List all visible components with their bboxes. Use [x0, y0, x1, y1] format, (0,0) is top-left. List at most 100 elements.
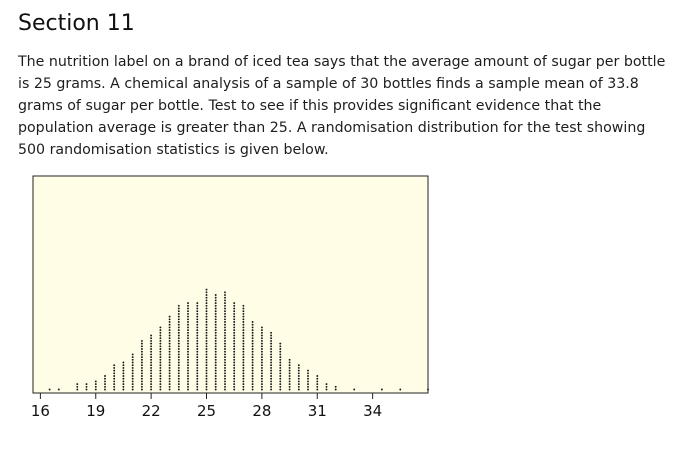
dot — [187, 350, 189, 353]
dot — [270, 375, 273, 377]
dot — [214, 348, 217, 350]
dot — [307, 375, 309, 377]
dot — [214, 304, 217, 307]
dot — [196, 302, 199, 305]
dot — [260, 361, 263, 364]
dot — [122, 366, 125, 369]
dot — [177, 345, 180, 348]
dot — [288, 377, 291, 380]
dot — [242, 385, 245, 388]
dot — [150, 364, 153, 367]
dot — [187, 375, 189, 377]
dot — [205, 294, 208, 296]
dot — [242, 375, 245, 377]
dot — [251, 348, 254, 350]
dot — [251, 366, 254, 369]
dot — [187, 310, 189, 313]
x-axis-ticks: 16 19 22 25 28 31 34 — [31, 393, 382, 420]
dot — [251, 331, 254, 334]
dot — [270, 334, 273, 337]
dot — [150, 380, 153, 383]
x-tick-label: 22 — [142, 402, 161, 420]
dot — [297, 364, 300, 367]
dot — [104, 377, 106, 380]
dot — [214, 294, 217, 296]
dot — [177, 377, 180, 380]
dot — [177, 358, 180, 361]
dot — [196, 334, 199, 337]
dot — [187, 326, 189, 329]
dot — [205, 375, 208, 377]
dot — [279, 350, 282, 353]
dot — [168, 345, 171, 348]
dot — [159, 375, 162, 377]
dot — [159, 377, 162, 380]
dot — [196, 318, 199, 321]
dot — [297, 369, 300, 372]
dot — [187, 345, 189, 348]
dot — [177, 361, 180, 364]
dot — [224, 380, 226, 383]
dot — [94, 385, 97, 388]
dot — [214, 350, 217, 353]
dot — [233, 302, 236, 305]
dot — [224, 372, 226, 375]
dot — [159, 334, 162, 337]
dot — [242, 315, 245, 318]
dot — [251, 377, 254, 380]
dot — [159, 329, 162, 332]
dot — [224, 353, 226, 356]
dot — [205, 329, 208, 332]
dot — [316, 377, 319, 380]
dot — [140, 339, 143, 342]
dot — [251, 334, 254, 337]
dot — [187, 304, 189, 307]
dot — [214, 321, 217, 323]
dot — [205, 312, 208, 315]
dot — [288, 388, 291, 391]
dot — [168, 358, 171, 361]
dot — [297, 377, 300, 380]
dot — [196, 321, 199, 323]
dot — [205, 331, 208, 334]
dot — [140, 383, 143, 386]
dot — [187, 318, 189, 321]
dot — [242, 331, 245, 334]
dot — [187, 323, 189, 326]
dot — [233, 339, 236, 342]
dot — [177, 388, 180, 391]
dot — [196, 358, 199, 361]
dot — [131, 358, 134, 361]
dot — [224, 385, 226, 388]
dot — [140, 350, 143, 353]
dot — [205, 350, 208, 353]
dot — [187, 380, 189, 383]
dot — [177, 369, 180, 372]
dot — [196, 326, 199, 329]
dot — [131, 385, 134, 388]
dot — [196, 312, 199, 315]
dot — [187, 342, 189, 345]
dot — [242, 366, 245, 369]
dot — [205, 296, 208, 299]
dot — [205, 339, 208, 342]
dot — [168, 369, 171, 372]
dot — [177, 307, 180, 310]
dot — [196, 310, 199, 313]
dot — [150, 339, 153, 342]
dot — [214, 342, 217, 345]
dot — [251, 353, 254, 356]
dot — [159, 331, 162, 334]
dot — [260, 337, 263, 340]
dot — [214, 375, 217, 377]
dot — [177, 383, 180, 386]
dot — [224, 375, 226, 377]
dot — [140, 353, 143, 356]
dot — [196, 331, 199, 334]
dot — [214, 334, 217, 337]
dot — [224, 302, 226, 305]
dot — [270, 353, 273, 356]
dot — [94, 388, 97, 391]
dot — [214, 356, 217, 359]
dot — [140, 356, 143, 359]
